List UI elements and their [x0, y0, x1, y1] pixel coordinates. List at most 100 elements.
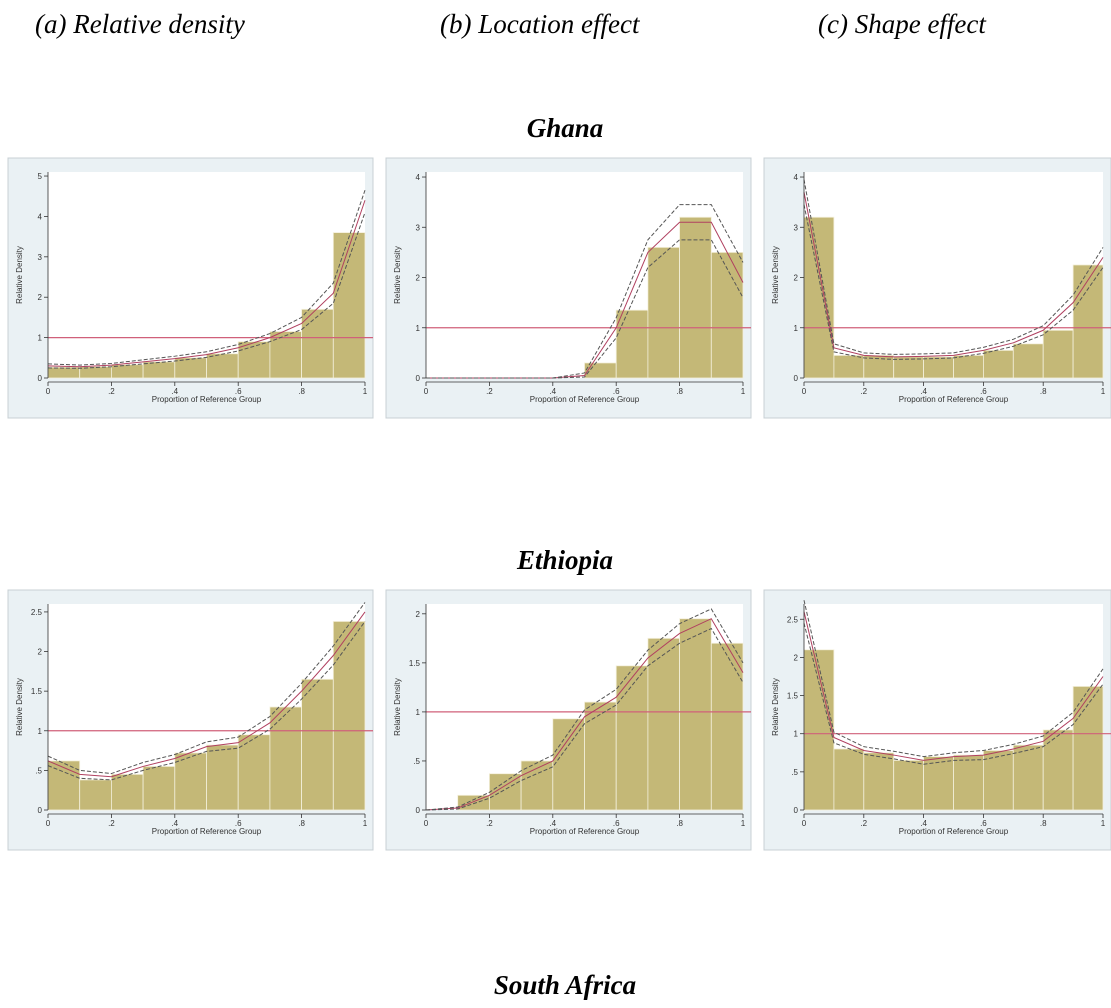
bar — [206, 353, 239, 379]
row-title: Ethiopia — [516, 545, 613, 575]
y-tick-label: 1 — [794, 324, 799, 333]
y-tick-label: 0 — [794, 374, 799, 383]
y-tick-label: 3 — [38, 253, 43, 262]
bar — [301, 308, 334, 379]
y-axis-title: Relative Density — [15, 678, 24, 736]
bar — [923, 756, 954, 811]
bar — [301, 678, 334, 811]
y-tick-label: 4 — [794, 173, 799, 182]
y-tick-label: 1 — [416, 324, 421, 333]
bar — [1072, 686, 1104, 811]
x-tick-label: .2 — [486, 387, 493, 396]
y-tick-label: 0 — [794, 806, 799, 815]
chart-panel: 0 .5 1 1.5 2 2.5 0 .2 .4 .6 .8 1 Proportion of Refer… — [763, 589, 1111, 851]
x-tick-label: 0 — [46, 387, 51, 396]
bar — [893, 356, 925, 379]
x-tick-label: .2 — [108, 819, 115, 828]
x-tick-label: .6 — [613, 387, 620, 396]
bar — [647, 246, 681, 379]
density-line — [47, 602, 366, 775]
y-tick-label: 1.5 — [409, 659, 421, 668]
bar — [953, 754, 984, 811]
density-line — [803, 179, 1104, 355]
x-axis-title: Proportion of Reference Group — [899, 827, 1009, 836]
y-axis-title: Relative Density — [771, 678, 780, 736]
bar — [863, 752, 895, 811]
bar — [237, 341, 271, 379]
x-tick-label: 0 — [424, 819, 429, 828]
y-tick-label: 4 — [38, 212, 43, 221]
bar — [983, 349, 1014, 379]
row-title: Ghana — [527, 113, 604, 143]
bar — [1012, 744, 1044, 811]
x-tick-label: 1 — [741, 819, 746, 828]
bar — [111, 773, 144, 811]
bar — [174, 752, 207, 811]
chart-panel: 0 1 2 3 4 5 0 .2 .4 .6 .8 1 Proportion of Reference … — [7, 157, 374, 419]
bar — [803, 216, 835, 379]
bar — [332, 232, 366, 379]
x-tick-label: .6 — [980, 819, 987, 828]
bar — [923, 356, 954, 379]
x-tick-label: .4 — [171, 387, 178, 396]
y-tick-label: 1 — [38, 334, 43, 343]
x-tick-label: .8 — [1040, 387, 1047, 396]
x-tick-label: .6 — [980, 387, 987, 396]
x-axis-title: Proportion of Reference Group — [530, 395, 640, 404]
bar — [679, 618, 712, 811]
density-line — [426, 221, 744, 379]
y-axis-title: Relative Density — [393, 246, 402, 304]
x-axis-title: Proportion of Reference Group — [530, 827, 640, 836]
y-axis-title: Relative Density — [771, 246, 780, 304]
y-tick-label: 3 — [794, 223, 799, 232]
bar — [47, 760, 81, 811]
density-line — [425, 608, 744, 811]
chart-panel: 0 .5 1 1.5 2 2.5 0 .2 .4 .6 .8 1 Proportion of Refer… — [7, 589, 374, 851]
bar — [237, 734, 271, 811]
y-tick-label: .5 — [791, 768, 798, 777]
y-tick-label: 0 — [416, 806, 421, 815]
y-tick-label: 5 — [38, 172, 43, 181]
y-tick-label: 1 — [38, 727, 43, 736]
density-line — [426, 204, 744, 379]
density-line — [803, 622, 1104, 765]
bar — [269, 331, 302, 379]
bar — [615, 309, 649, 379]
bar — [1042, 329, 1074, 379]
density-line — [803, 204, 1104, 360]
bar — [833, 748, 865, 811]
y-tick-label: 1 — [794, 730, 799, 739]
x-tick-label: 0 — [424, 387, 429, 396]
bar — [1012, 343, 1044, 379]
y-tick-label: 2 — [38, 648, 43, 657]
x-tick-label: 1 — [741, 387, 746, 396]
chart-panel: 0 1 2 3 4 0 .2 .4 .6 .8 1 Proportion of Reference G… — [763, 157, 1111, 419]
bar — [79, 779, 112, 811]
x-tick-label: .8 — [298, 819, 305, 828]
bar — [710, 642, 744, 811]
density-line — [803, 600, 1104, 758]
x-axis-title: Proportion of Reference Group — [899, 395, 1009, 404]
bar — [552, 718, 585, 811]
y-tick-label: 2 — [416, 610, 421, 619]
bar — [1072, 264, 1104, 379]
density-line — [47, 621, 366, 781]
y-tick-label: 2.5 — [31, 608, 43, 617]
y-tick-label: 2 — [794, 653, 799, 662]
y-tick-label: 1.5 — [787, 692, 799, 701]
x-tick-label: .4 — [549, 387, 556, 396]
bar — [615, 665, 649, 811]
y-tick-label: 2 — [38, 293, 43, 302]
bar — [983, 750, 1014, 811]
x-tick-label: 1 — [363, 387, 368, 396]
x-tick-label: 0 — [802, 819, 807, 828]
y-tick-label: 0 — [416, 374, 421, 383]
x-axis-title: Proportion of Reference Group — [152, 827, 262, 836]
bar — [332, 621, 366, 811]
x-tick-label: .4 — [549, 819, 556, 828]
density-line — [47, 611, 366, 778]
y-tick-label: 2.5 — [787, 615, 799, 624]
x-tick-label: .8 — [676, 387, 683, 396]
y-tick-label: 1.5 — [31, 687, 43, 696]
